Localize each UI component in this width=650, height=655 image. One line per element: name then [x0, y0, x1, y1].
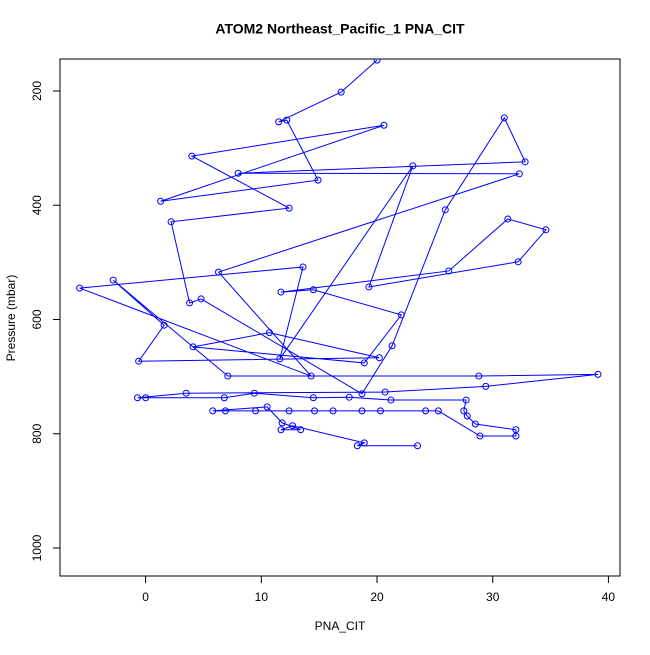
data-point — [434, 407, 442, 415]
data-point — [475, 372, 483, 380]
y-tick-label: 400 — [30, 195, 44, 215]
data-point — [275, 118, 283, 126]
data-point — [471, 420, 479, 428]
data-point — [314, 176, 322, 184]
plot-area — [76, 59, 602, 450]
data-point — [388, 342, 396, 350]
data-point — [277, 426, 285, 434]
data-point — [220, 394, 228, 402]
data-point — [500, 114, 508, 122]
data-point — [375, 354, 383, 362]
y-tick-label: 200 — [30, 81, 44, 101]
data-point — [277, 288, 285, 296]
data-point — [441, 206, 449, 214]
data-point — [365, 283, 373, 291]
data-point — [278, 419, 286, 427]
data-point — [234, 169, 242, 177]
data-point — [297, 426, 305, 434]
y-axis-title: Pressure (mbar) — [4, 275, 18, 362]
data-point — [414, 442, 422, 450]
data-point — [542, 226, 550, 234]
data-point — [215, 268, 223, 276]
data-point — [299, 263, 307, 271]
data-point — [134, 394, 142, 402]
data-point — [142, 394, 150, 402]
y-tick-label: 600 — [30, 309, 44, 329]
data-point — [422, 407, 430, 415]
data-point — [250, 389, 258, 397]
data-point — [109, 276, 117, 284]
data-point — [381, 388, 389, 396]
data-point — [482, 382, 490, 390]
data-point — [285, 204, 293, 212]
data-point — [189, 343, 197, 351]
data-point — [283, 116, 291, 124]
data-point — [353, 442, 361, 450]
data-point — [345, 393, 353, 401]
data-point — [460, 407, 468, 415]
data-point — [397, 311, 405, 319]
data-point — [209, 407, 217, 415]
x-tick-label: 40 — [602, 590, 616, 604]
y-tick-label: 800 — [30, 423, 44, 443]
data-point — [221, 407, 229, 415]
x-tick-label: 0 — [142, 590, 149, 604]
plot-frame — [59, 58, 621, 577]
data-point — [197, 295, 205, 303]
data-point — [252, 407, 260, 415]
data-point — [329, 407, 337, 415]
data-point — [373, 59, 381, 64]
data-point — [157, 197, 165, 205]
data-point — [263, 403, 271, 411]
data-point — [521, 158, 529, 166]
data-point — [594, 370, 602, 378]
x-axis-title: PNA_CIT — [315, 619, 366, 633]
data-point — [380, 121, 388, 129]
data-point — [337, 88, 345, 96]
data-point — [167, 218, 175, 226]
data-point — [462, 396, 470, 404]
data-point — [512, 432, 520, 440]
data-point — [186, 299, 194, 307]
data-point — [188, 152, 196, 160]
chart-title: ATOM2 Northeast_Pacific_1 PNA_CIT — [215, 21, 465, 37]
data-point — [289, 422, 297, 430]
data-point — [76, 284, 84, 292]
data-point — [265, 329, 273, 337]
data-point — [182, 389, 190, 397]
y-tick-label: 1000 — [30, 534, 44, 561]
data-point — [360, 439, 368, 447]
series-line — [79, 59, 599, 447]
x-tick-label: 10 — [255, 590, 269, 604]
data-point — [514, 258, 522, 266]
data-point — [515, 170, 523, 178]
data-point — [224, 372, 232, 380]
data-point — [135, 357, 143, 365]
data-point — [358, 390, 366, 398]
data-point — [309, 286, 317, 294]
data-point — [445, 267, 453, 275]
data-point — [376, 407, 384, 415]
data-point — [476, 432, 484, 440]
data-point — [409, 162, 417, 170]
data-point — [504, 215, 512, 223]
data-point — [387, 396, 395, 404]
data-point — [285, 407, 293, 415]
data-point — [276, 355, 284, 363]
data-point — [307, 372, 315, 380]
x-tick-label: 30 — [486, 590, 500, 604]
data-point — [160, 321, 168, 329]
data-point — [463, 412, 471, 420]
data-point — [358, 407, 366, 415]
x-tick-label: 20 — [370, 590, 384, 604]
data-point — [360, 359, 368, 367]
data-point — [309, 394, 317, 402]
data-point — [311, 407, 319, 415]
